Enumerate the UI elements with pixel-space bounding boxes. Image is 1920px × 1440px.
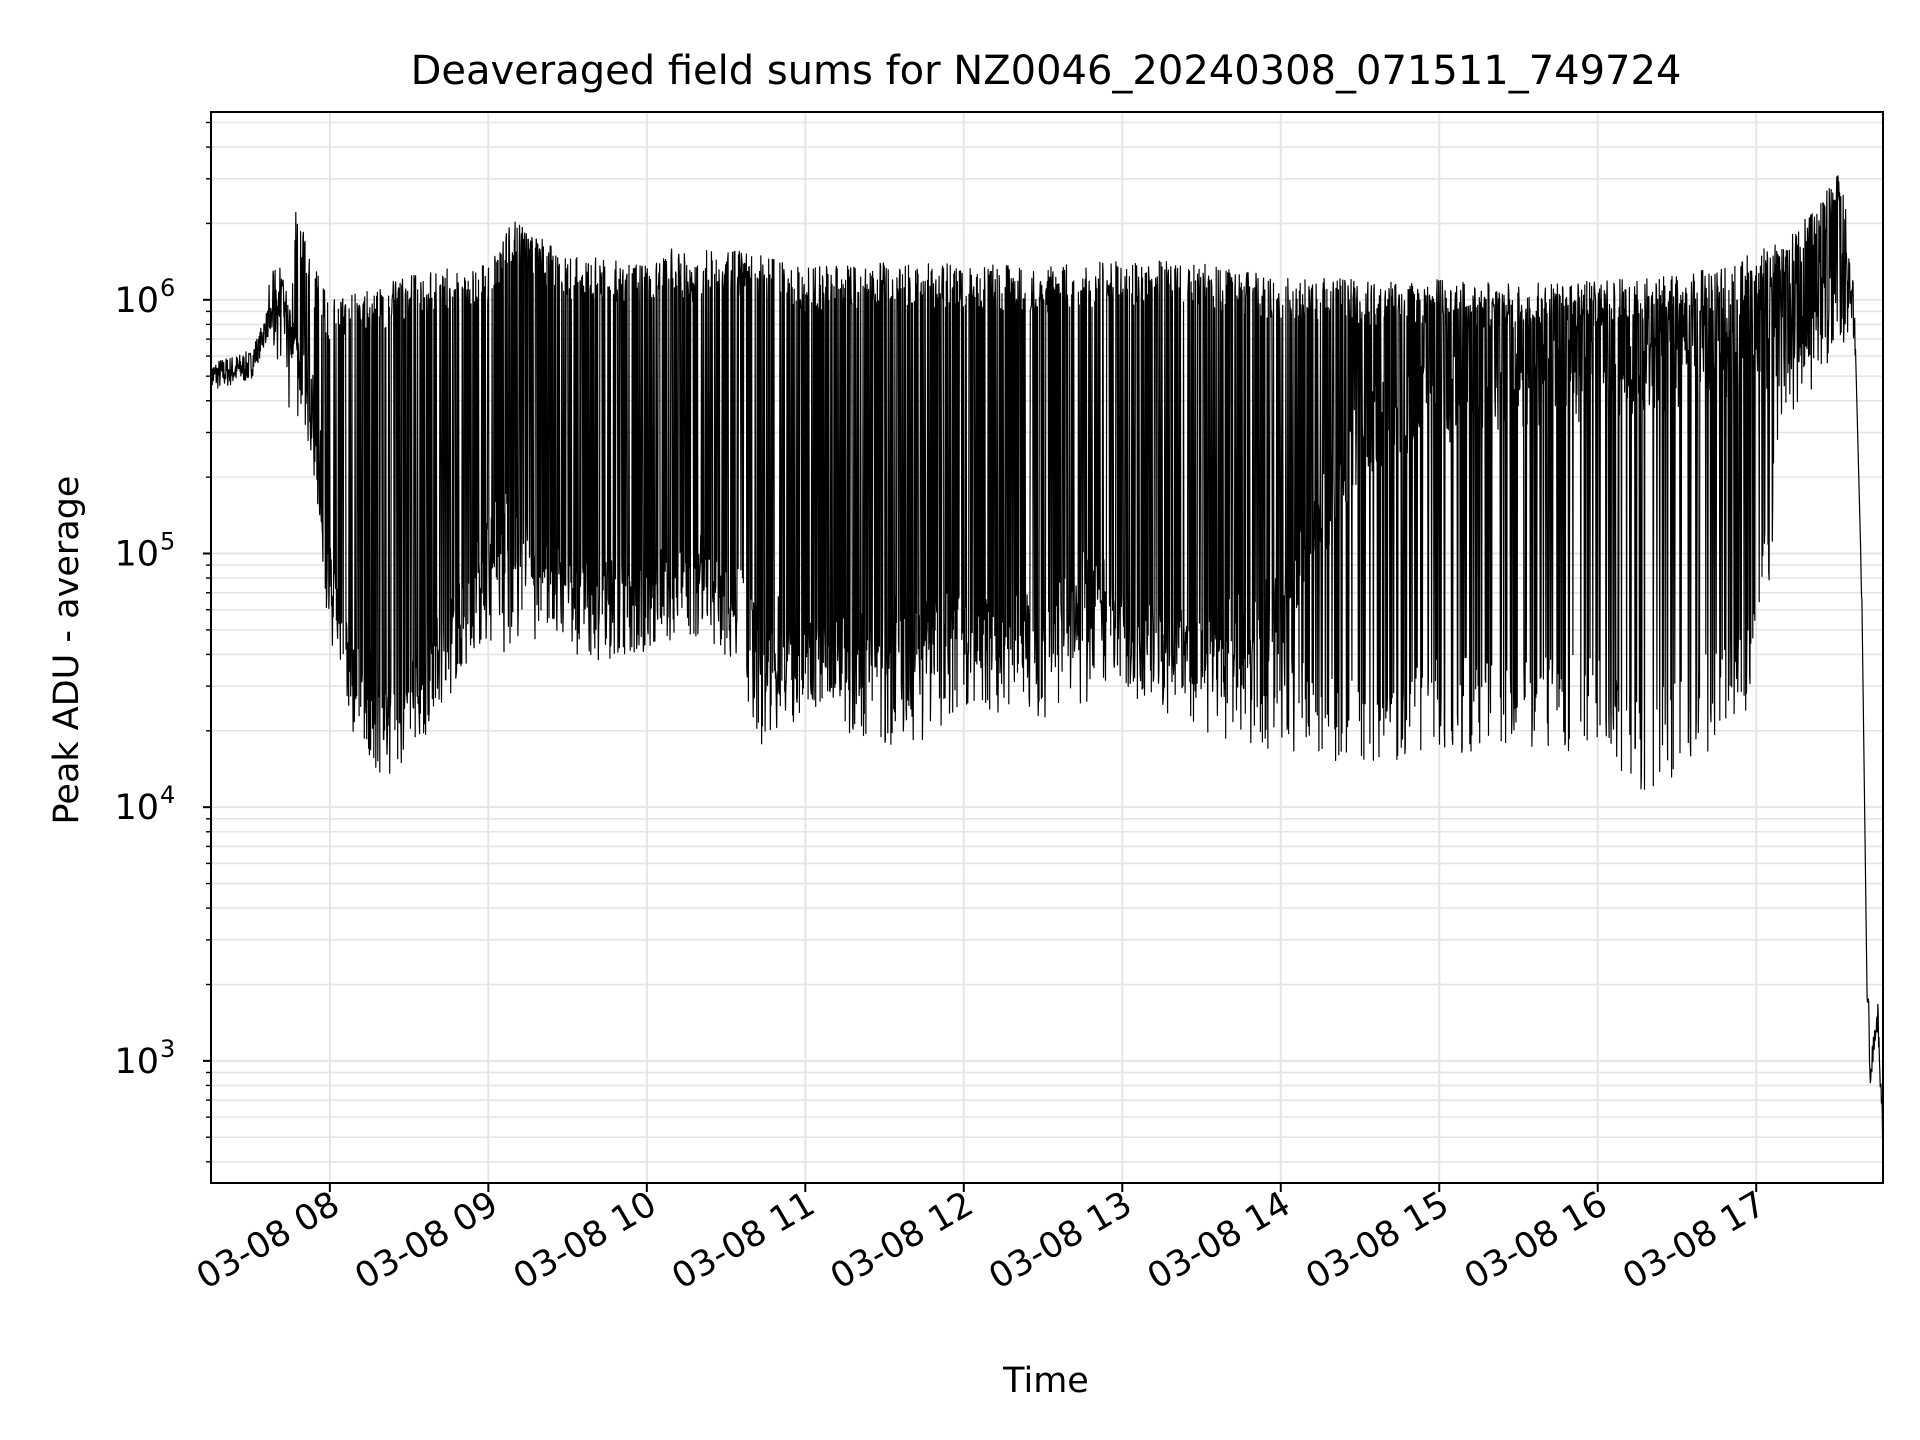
y-axis-label: Peak ADU - average: [47, 476, 87, 825]
x-axis-label: Time: [1002, 1361, 1089, 1401]
y-tick-label: 10: [114, 281, 159, 321]
y-tick-exponent: 6: [160, 274, 175, 302]
y-tick-exponent: 5: [160, 527, 175, 555]
chart-title: Deaveraged field sums for NZ0046_2024030…: [411, 48, 1682, 94]
plot-area: [210, 175, 1884, 1144]
y-tick-label: 10: [114, 788, 159, 828]
y-tick-exponent: 4: [160, 781, 175, 809]
y-tick-label: 10: [114, 1042, 159, 1082]
y-tick-label: 10: [114, 534, 159, 574]
series-line: [210, 175, 1884, 1144]
plot-frame: [210, 111, 1884, 1184]
grid: [211, 112, 1883, 1183]
y-tick-exponent: 3: [160, 1035, 175, 1063]
